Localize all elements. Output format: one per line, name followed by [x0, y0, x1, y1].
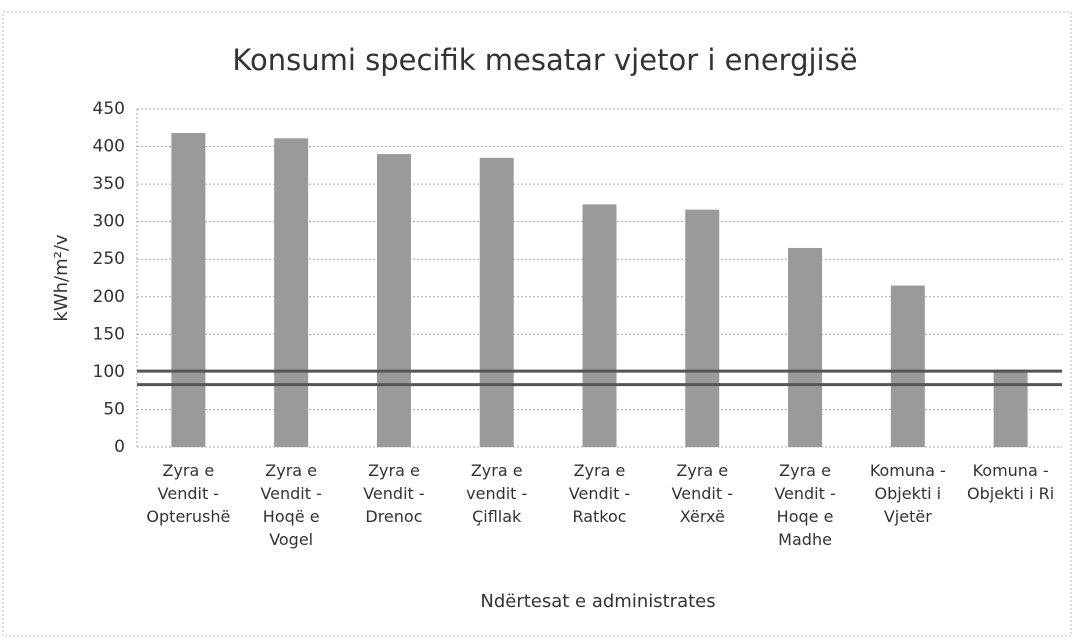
- y-tick-label: 400: [93, 137, 125, 157]
- chart-title: Konsumi specifik mesatar vjetor i energj…: [232, 43, 857, 77]
- bar: [890, 285, 925, 447]
- y-tick-label: 450: [93, 99, 125, 119]
- bar: [685, 209, 720, 447]
- bar: [788, 247, 823, 447]
- x-axis-label: Ndërtesat e administrates: [480, 591, 715, 612]
- x-tick-label: Zyra e Vendit - Xërxë: [671, 461, 733, 526]
- x-tick-label: Komuna - Objekti i Vjetër: [869, 461, 946, 526]
- x-tick-label: Zyra e vendit - Çifllak: [466, 461, 528, 526]
- frame: [2, 11, 1072, 637]
- y-tick-label: 100: [93, 362, 125, 382]
- y-tick-label: 200: [93, 287, 125, 307]
- y-tick-label: 150: [93, 324, 125, 344]
- bar: [582, 204, 617, 447]
- bar: [376, 154, 411, 448]
- y-tick-label: 250: [93, 249, 125, 269]
- y-tick-label: 300: [93, 212, 125, 232]
- y-axis-label: kWh/m²/v: [51, 234, 72, 322]
- bar: [993, 369, 1028, 447]
- bar: [171, 133, 206, 447]
- x-tick-label: Zyra e Vendit - Opterushë: [146, 461, 231, 526]
- bar: [479, 157, 514, 448]
- x-tick-label: Zyra e Vendit - Hoqe e Madhe: [774, 461, 836, 549]
- y-tick-label: 50: [103, 399, 125, 419]
- bar: [274, 138, 309, 447]
- x-tick-label: Zyra e Vendit - Hoqë e Vogel: [260, 461, 322, 549]
- y-tick-label: 350: [93, 174, 125, 194]
- x-tick-label: Komuna - Objekti i Ri: [967, 461, 1055, 503]
- x-tick-label: Zyra e Vendit - Ratkoc: [568, 461, 631, 526]
- y-tick-label: 0: [114, 437, 125, 457]
- x-tick-label: Zyra e Vendit - Drenoc: [363, 461, 425, 526]
